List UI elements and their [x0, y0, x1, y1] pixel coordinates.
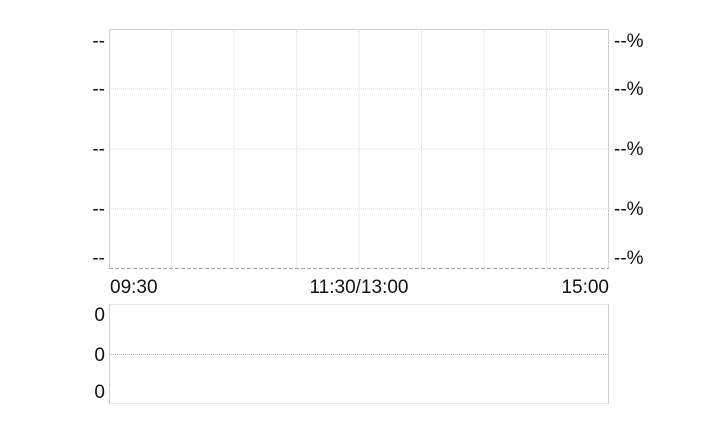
y-left-tick-label: -- [92, 139, 105, 160]
y-right-tick-label: --% [614, 31, 644, 52]
x-tick-label: 11:30/13:00 [310, 277, 409, 298]
y-left-tick-label: -- [92, 199, 105, 220]
y-right-tick-label: --% [614, 248, 644, 269]
price-panel: -- -- -- -- -- --% --% --% --% --% 09:30 11:30/13:0… [92, 29, 644, 298]
y-right-tick-label: --% [614, 199, 644, 220]
x-tick-label: 15:00 [561, 277, 609, 298]
y-right-tick-label: --% [614, 79, 644, 100]
x-tick-label: 09:30 [110, 277, 158, 298]
volume-y-tick-label: 0 [94, 382, 105, 403]
y-left-tick-label: -- [92, 248, 105, 269]
y-left-tick-label: -- [92, 31, 105, 52]
volume-y-tick-label: 0 [94, 305, 105, 326]
y-left-tick-label: -- [92, 79, 105, 100]
y-right-tick-label: --% [614, 139, 644, 160]
volume-panel: 0 0 0 [94, 304, 609, 404]
volume-y-tick-label: 0 [94, 345, 105, 366]
